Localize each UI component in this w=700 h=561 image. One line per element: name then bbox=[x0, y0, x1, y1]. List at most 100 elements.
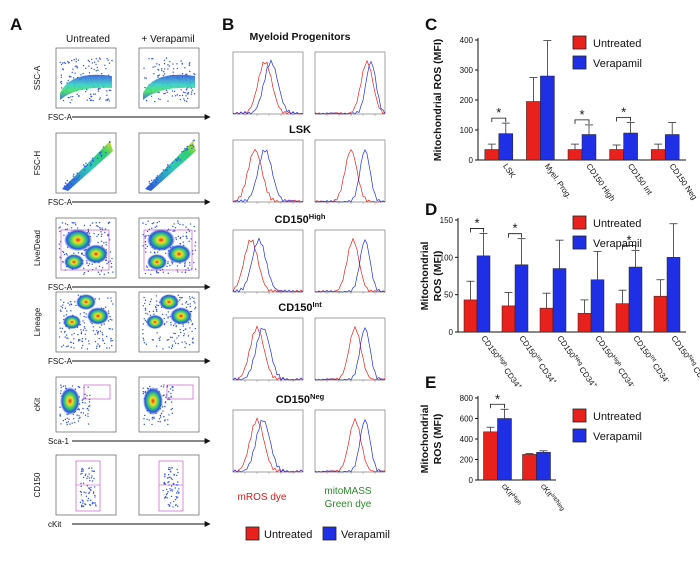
histogram-curve bbox=[314, 325, 386, 381]
event-dot bbox=[98, 221, 101, 224]
event-dot bbox=[172, 68, 175, 70]
event-dot bbox=[164, 483, 167, 485]
legend-swatch-untreated bbox=[572, 35, 587, 50]
legend-swatch-verapamil bbox=[572, 235, 587, 250]
event-dot bbox=[101, 334, 104, 336]
event-dot bbox=[84, 474, 87, 477]
event-dot bbox=[106, 58, 108, 60]
event-dot bbox=[81, 399, 83, 401]
event-dot bbox=[59, 309, 62, 311]
event-dot bbox=[91, 159, 94, 162]
event-dot bbox=[81, 499, 83, 501]
event-dot bbox=[84, 397, 87, 399]
event-dot bbox=[105, 259, 108, 261]
event-dot bbox=[191, 296, 193, 299]
significance-bracket bbox=[470, 228, 484, 233]
event-dot bbox=[165, 57, 168, 59]
event-dot bbox=[191, 323, 194, 325]
histogram-frame bbox=[314, 409, 386, 473]
flow-plot bbox=[55, 217, 117, 279]
event-dot bbox=[183, 334, 185, 337]
event-dot bbox=[71, 385, 74, 387]
event-dot bbox=[67, 420, 69, 423]
event-dot bbox=[167, 165, 169, 167]
legend-label-untreated: Untreated bbox=[593, 218, 641, 230]
x-category-label: Myel. Prog. bbox=[543, 162, 574, 200]
event-dot bbox=[182, 329, 185, 332]
bar-untreated bbox=[653, 295, 668, 333]
event-dot bbox=[190, 320, 192, 322]
event-dot bbox=[182, 325, 184, 327]
event-dot bbox=[160, 412, 163, 415]
event-dot bbox=[100, 324, 103, 326]
event-dot bbox=[64, 223, 67, 225]
bar-untreated bbox=[539, 307, 554, 333]
event-dot bbox=[189, 327, 191, 329]
event-dot bbox=[191, 144, 194, 146]
event-dot bbox=[92, 326, 94, 328]
bar-untreated bbox=[526, 101, 541, 161]
event-dot bbox=[71, 71, 73, 74]
event-dot bbox=[83, 267, 85, 270]
event-dot bbox=[88, 467, 90, 469]
event-dot bbox=[104, 231, 106, 234]
event-dot bbox=[145, 312, 147, 314]
label-sup: High bbox=[610, 354, 622, 368]
event-dot bbox=[149, 300, 152, 303]
x-category-label: LSK bbox=[501, 162, 517, 180]
y-axis-label-line-1: Mitochondrial bbox=[419, 242, 431, 311]
event-dot bbox=[92, 492, 95, 494]
event-dot bbox=[182, 91, 185, 93]
event-dot bbox=[144, 247, 147, 249]
event-dot bbox=[64, 62, 66, 65]
event-dot bbox=[64, 336, 66, 338]
event-dot bbox=[62, 385, 65, 387]
histogram-curve bbox=[232, 419, 304, 473]
event-dot bbox=[79, 313, 82, 315]
event-dot bbox=[80, 494, 83, 496]
event-dot bbox=[194, 302, 196, 304]
event-dot bbox=[70, 303, 72, 305]
panel-label-c: C bbox=[425, 15, 437, 34]
event-dot bbox=[63, 301, 65, 304]
event-dot bbox=[87, 497, 90, 500]
event-dot bbox=[188, 240, 190, 243]
event-dot bbox=[81, 340, 83, 342]
event-dot bbox=[81, 253, 83, 256]
event-dot bbox=[171, 488, 173, 491]
event-dot bbox=[59, 406, 61, 408]
event-dot bbox=[180, 297, 182, 299]
event-dot bbox=[105, 67, 107, 70]
event-dot bbox=[183, 333, 185, 335]
event-dot bbox=[78, 386, 81, 389]
event-dot bbox=[86, 485, 89, 487]
event-dot bbox=[145, 235, 147, 237]
flow-plot bbox=[138, 291, 200, 353]
x-category-label: cKitHigh bbox=[500, 482, 522, 508]
event-dot bbox=[146, 313, 149, 315]
event-dot bbox=[145, 343, 148, 345]
event-dot bbox=[171, 386, 173, 388]
event-dot bbox=[83, 272, 86, 274]
event-dot bbox=[94, 494, 96, 497]
event-dot bbox=[65, 314, 68, 316]
event-dot bbox=[78, 415, 80, 417]
event-dot bbox=[144, 272, 147, 275]
flow-y-axis-label: FSC-H bbox=[33, 151, 42, 176]
panel-label-d: D bbox=[425, 200, 437, 219]
event-dot bbox=[179, 331, 182, 334]
label-sup: Int/Neg bbox=[549, 493, 565, 512]
event-dot bbox=[174, 95, 177, 97]
event-dot bbox=[70, 183, 72, 185]
event-dot bbox=[107, 222, 110, 225]
histogram-curve bbox=[314, 149, 386, 203]
y-tick-label: 400 bbox=[460, 36, 474, 45]
event-dot bbox=[187, 267, 189, 269]
bar-verapamil bbox=[581, 134, 597, 161]
event-dot bbox=[106, 347, 108, 349]
event-dot bbox=[167, 164, 169, 166]
significance-bracket bbox=[508, 233, 522, 238]
flow-plot bbox=[55, 376, 117, 433]
event-dot bbox=[106, 90, 108, 92]
event-dot bbox=[67, 302, 69, 304]
